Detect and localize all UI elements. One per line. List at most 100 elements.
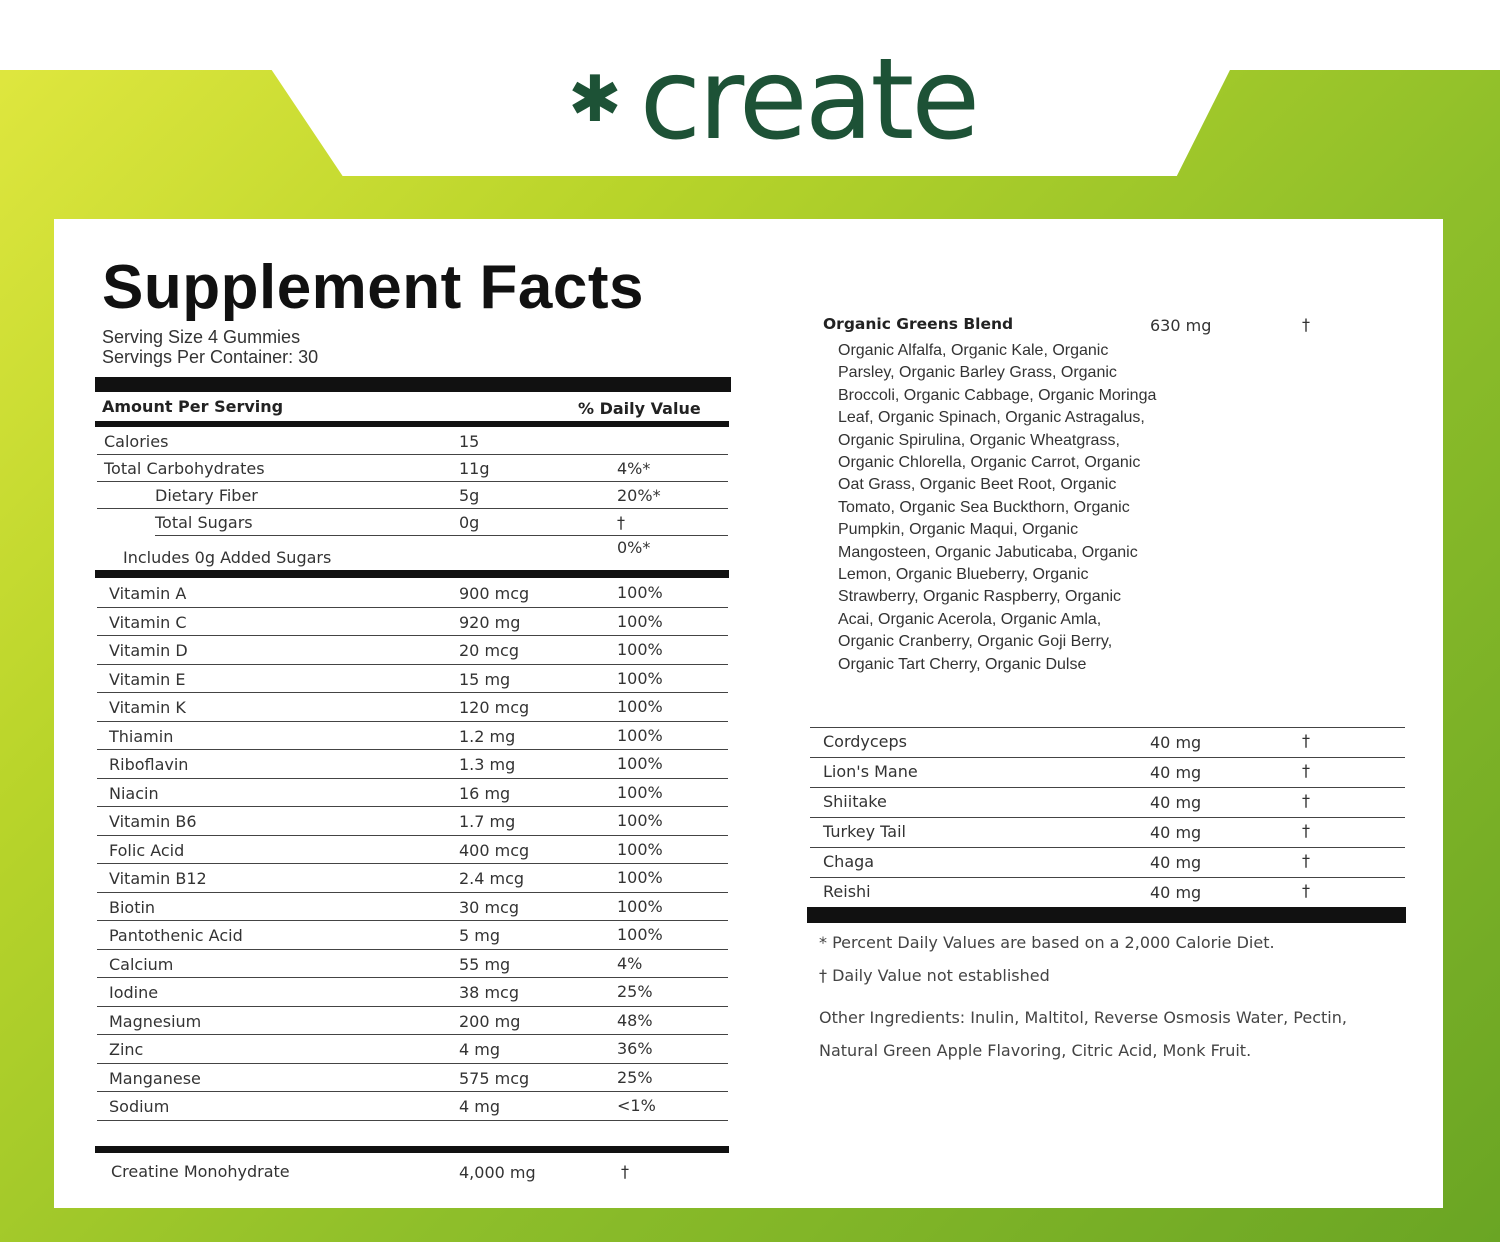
nutrient-name: Reishi <box>823 882 871 901</box>
nutrient-amount: 38 mcg <box>459 983 519 1002</box>
daily-value: 36% <box>617 1039 653 1058</box>
other-ingredients: Other Ingredients: Inulin, Maltitol, Rev… <box>819 1008 1347 1027</box>
table-row: Thiamin 1.2 mg 100% <box>97 721 728 750</box>
daily-value: † <box>1302 791 1310 810</box>
table-row: Vitamin A 900 mcg 100% <box>97 578 728 608</box>
nutrient-amount: 30 mcg <box>459 897 519 917</box>
nutrient-amount: 40 mg <box>1150 823 1202 842</box>
table-row: Vitamin E 15 mg 100% <box>97 664 728 693</box>
table-row: Riboflavin 1.3 mg 100% <box>97 749 728 779</box>
table-row: Vitamin K 120 mcg 100% <box>97 692 728 722</box>
nutrient-name: Folic Acid <box>109 840 185 860</box>
nutrient-name: Manganese <box>109 1068 201 1088</box>
daily-value: 100% <box>617 782 663 802</box>
nutrient-name: Cordyceps <box>823 732 908 751</box>
footnote-percent: * Percent Daily Values are based on a 2,… <box>819 933 1275 952</box>
daily-value: 100% <box>617 697 663 716</box>
nutrient-name: Chaga <box>823 852 875 871</box>
table-row: Zinc 4 mg 36% <box>97 1034 728 1064</box>
greens-dv: † <box>1302 315 1310 334</box>
table-row: Sodium 4 mg <1% <box>97 1091 728 1121</box>
table-row: Includes 0g Added Sugars 0%* <box>97 535 728 570</box>
table-row: Niacin 16 mg 100% <box>97 778 728 807</box>
serving-size: Serving Size 4 Gummies <box>102 327 301 347</box>
divider-thick <box>95 570 729 578</box>
daily-value: 100% <box>617 868 663 887</box>
greens-amount: 630 mg <box>1150 316 1212 335</box>
servings-per-container: Servings Per Container: 30 <box>102 347 319 367</box>
daily-value: 100% <box>617 640 663 659</box>
divider <box>810 700 1405 728</box>
nutrient-name: Lion's Mane <box>823 762 918 781</box>
nutrient-amount: 120 mcg <box>459 698 530 717</box>
nutrient-name: Calories <box>104 432 169 451</box>
nutrient-amount: 40 mg <box>1150 733 1202 752</box>
nutrient-name: Thiamin <box>109 726 174 746</box>
table-row: Chaga 40 mg † <box>810 847 1405 878</box>
table-row: Manganese 575 mcg 25% <box>97 1063 728 1092</box>
nutrient-amount: 40 mg <box>1150 883 1202 902</box>
nutrient-amount: 4 mg <box>459 1097 501 1116</box>
other-ingredients-cont: Natural Green Apple Flavoring, Citric Ac… <box>819 1041 1252 1060</box>
daily-value: <1% <box>617 1096 656 1115</box>
nutrient-amount: 4 mg <box>459 1040 501 1059</box>
daily-value: † <box>617 513 625 532</box>
brand-logo: ✱ create <box>568 44 980 156</box>
nutrient-amount: 16 mg <box>459 783 511 803</box>
nutrient-amount: 0g <box>459 513 480 532</box>
nutrient-amount: 40 mg <box>1150 853 1202 872</box>
daily-value: † <box>1302 881 1310 900</box>
divider-thick <box>95 377 731 392</box>
page-title: Supplement Facts <box>102 253 644 322</box>
nutrient-name: Pantothenic Acid <box>109 926 243 945</box>
table-row: Vitamin B6 1.7 mg 100% <box>97 806 728 836</box>
daily-value: 25% <box>617 1067 653 1087</box>
nutrient-name: Vitamin B6 <box>109 812 197 831</box>
dv-header: % Daily Value <box>578 399 701 418</box>
nutrient-amount: 15 mg <box>459 669 511 689</box>
table-row: Vitamin B12 2.4 mcg 100% <box>97 863 728 893</box>
daily-value: 100% <box>617 611 663 631</box>
daily-value: 100% <box>617 896 663 916</box>
table-row: Total Sugars 0g † <box>155 508 728 536</box>
daily-value: 100% <box>617 811 663 830</box>
nutrient-amount: 2.4 mcg <box>459 869 525 888</box>
nutrient-name: Calcium <box>109 954 174 974</box>
nutrient-name: Iodine <box>109 983 159 1002</box>
table-row: Vitamin C 920 mg 100% <box>97 607 728 636</box>
table-row: Folic Acid 400 mcg 100% <box>97 835 728 864</box>
daily-value: 100% <box>617 839 663 859</box>
daily-value: 48% <box>617 1010 653 1030</box>
daily-value: 100% <box>617 725 663 745</box>
daily-value: 100% <box>617 925 663 944</box>
table-row: Pantothenic Acid 5 mg 100% <box>97 920 728 950</box>
nutrient-name: Total Carbohydrates <box>104 459 265 478</box>
nutrient-name: Turkey Tail <box>823 822 906 841</box>
daily-value: 25% <box>617 982 653 1001</box>
nutrient-name: Vitamin D <box>109 641 188 660</box>
nutrient-amount: 5g <box>459 486 480 505</box>
table-row: Dietary Fiber 5g 20%* <box>97 481 728 509</box>
daily-value: 20%* <box>617 486 661 505</box>
creatine-name: Creatine Monohydrate <box>111 1162 290 1181</box>
nutrient-amount: 920 mg <box>459 612 521 632</box>
table-row: Vitamin D 20 mcg 100% <box>97 635 728 665</box>
nutrient-name: Vitamin B12 <box>109 869 207 888</box>
nutrient-amount: 1.7 mg <box>459 812 516 831</box>
nutrient-amount: 200 mg <box>459 1011 521 1031</box>
nutrient-name: Vitamin K <box>109 698 186 717</box>
nutrient-name: Vitamin A <box>109 584 187 603</box>
nutrient-name: Zinc <box>109 1040 144 1059</box>
table-row: Lion's Mane 40 mg † <box>810 757 1405 788</box>
table-row: Shiitake 40 mg † <box>810 787 1405 818</box>
nutrient-amount: 900 mcg <box>459 584 530 603</box>
serving-info: Serving Size 4 Gummies Servings Per Cont… <box>102 327 318 367</box>
nutrient-name: Dietary Fiber <box>155 486 258 505</box>
nutrient-amount: 400 mcg <box>459 840 530 860</box>
nutrient-name: Riboflavin <box>109 755 189 774</box>
table-row: Biotin 30 mcg 100% <box>97 892 728 921</box>
greens-name: Organic Greens Blend <box>823 315 1014 333</box>
daily-value: † <box>1302 761 1310 780</box>
nutrient-amount: 40 mg <box>1150 793 1202 812</box>
divider-thick <box>807 907 1406 923</box>
